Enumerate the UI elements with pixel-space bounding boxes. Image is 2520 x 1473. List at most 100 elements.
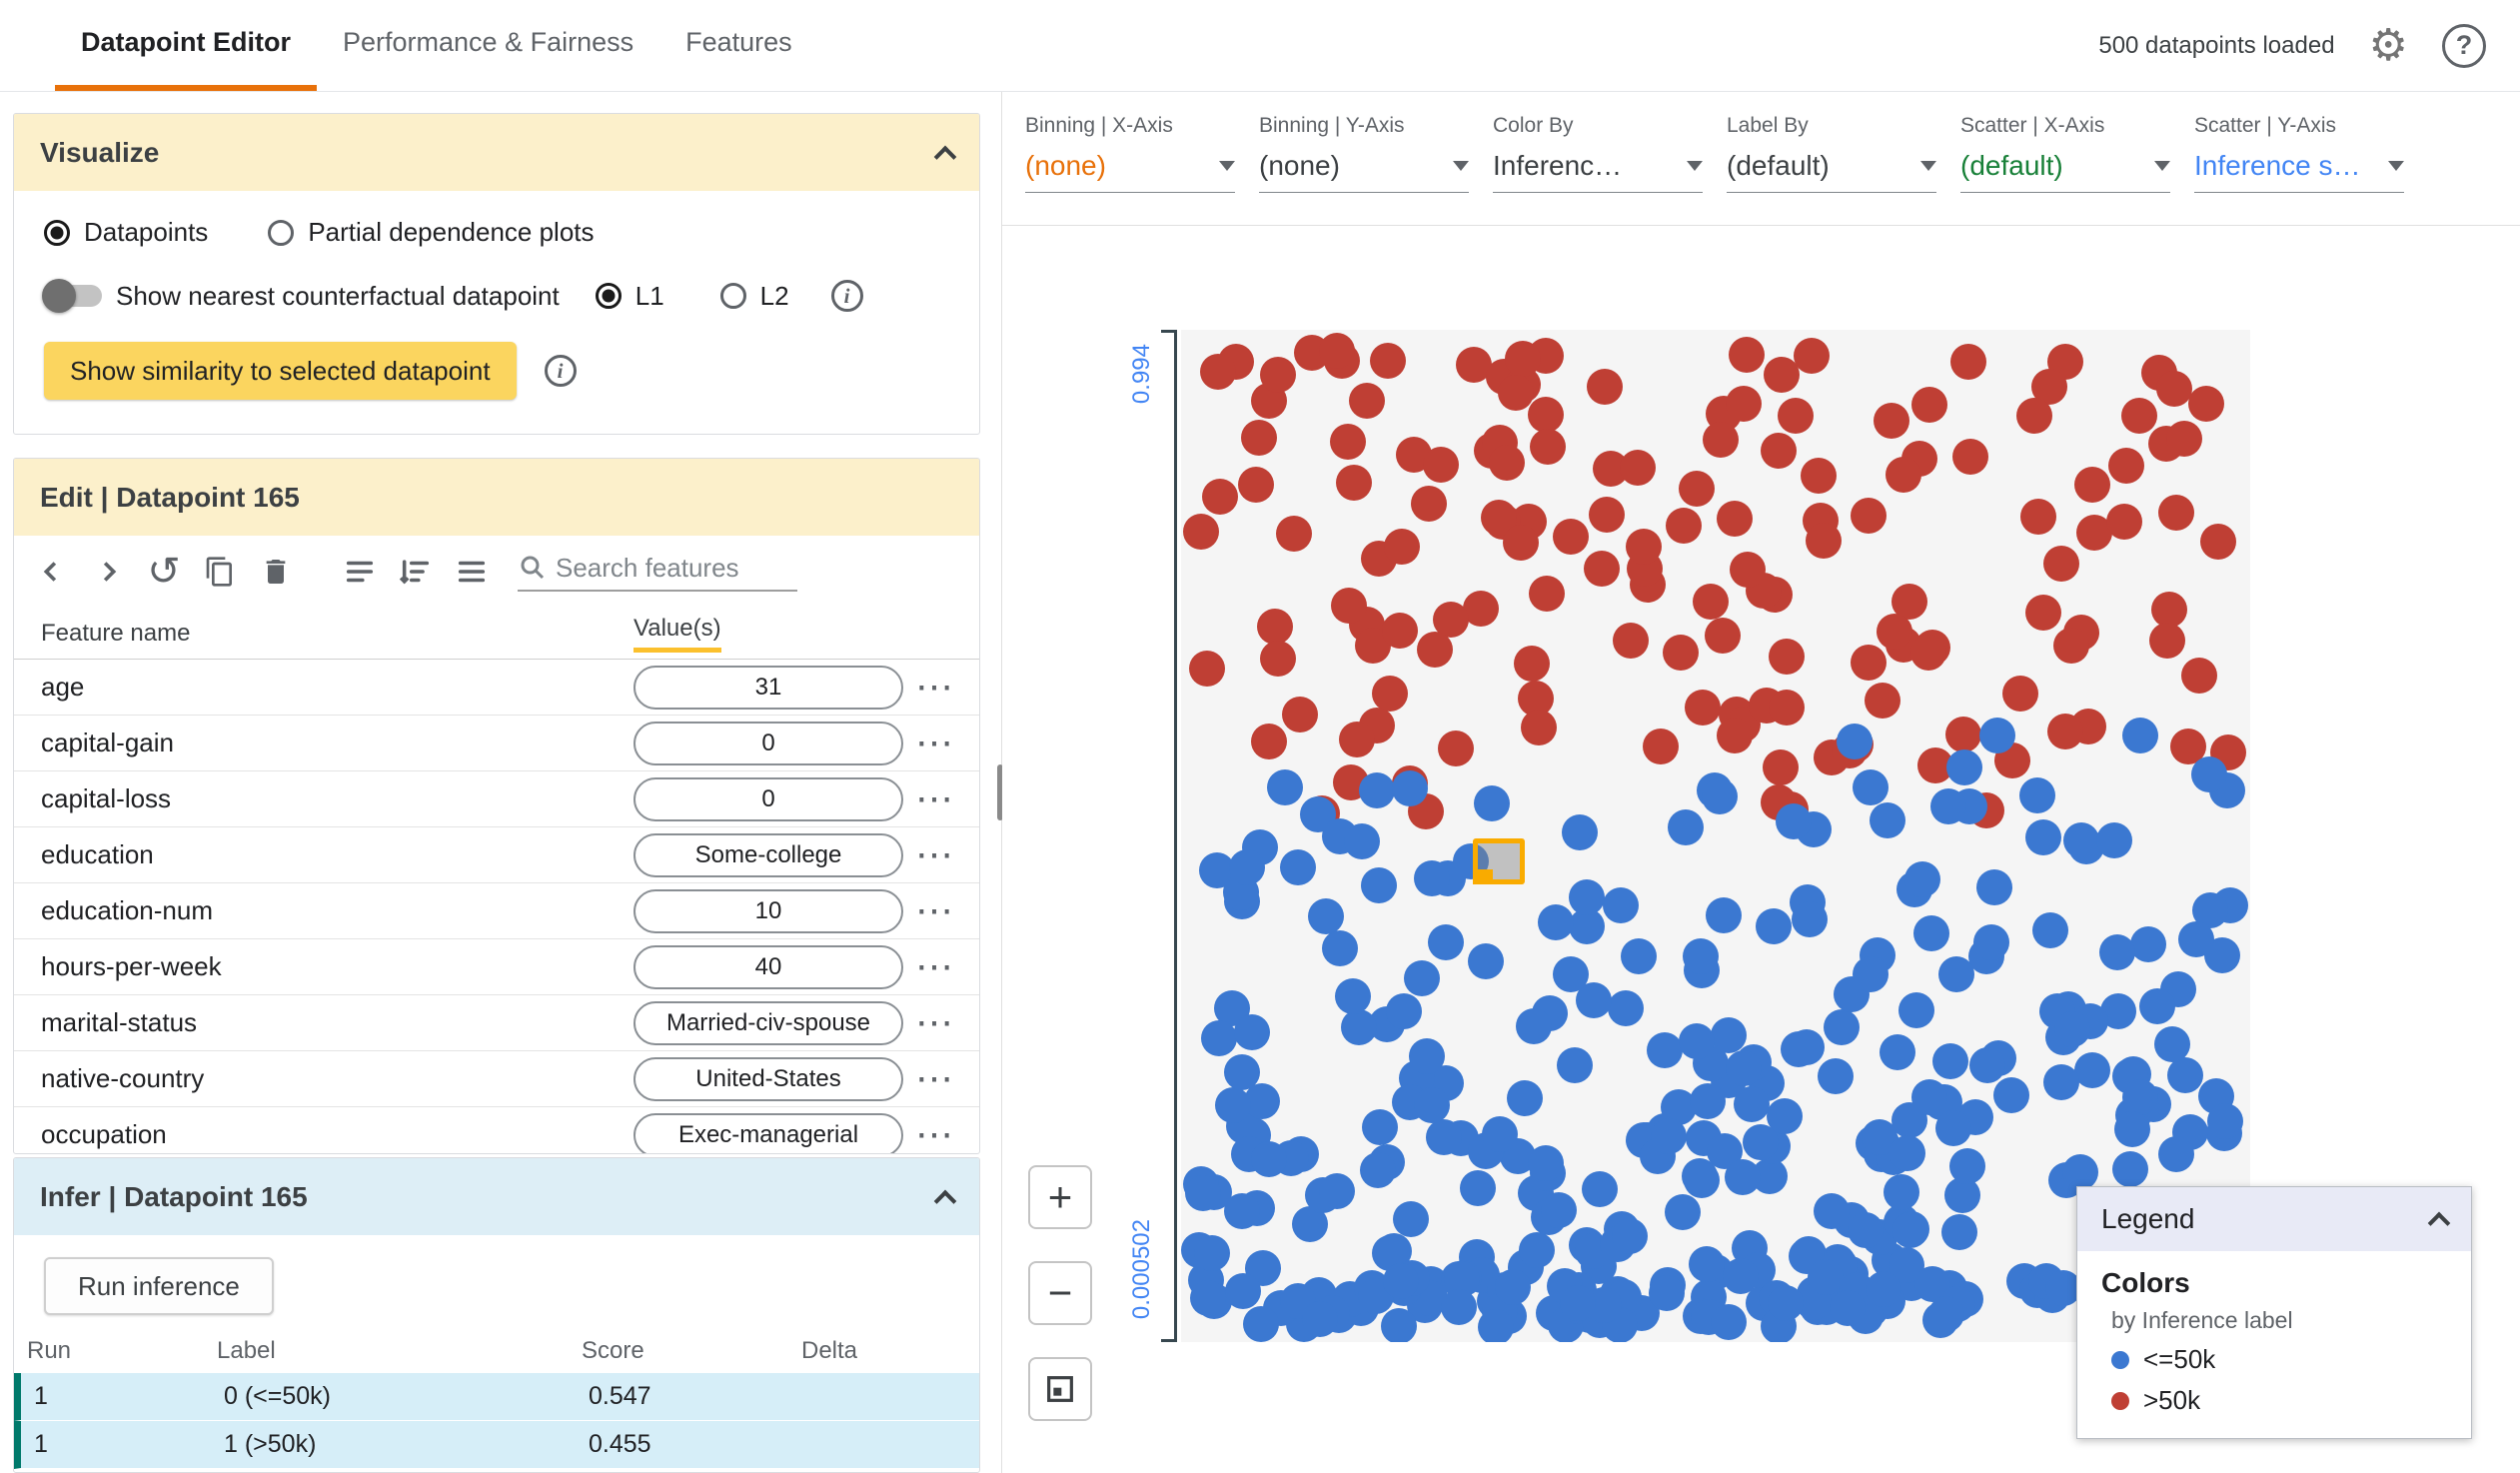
- datapoint[interactable]: [1938, 956, 1975, 993]
- datapoint[interactable]: [1302, 1300, 1339, 1337]
- datapoint[interactable]: [1223, 1054, 1260, 1091]
- datapoint[interactable]: [1978, 718, 2015, 754]
- datapoint[interactable]: [1876, 613, 1912, 650]
- datapoint[interactable]: [1910, 635, 1947, 672]
- datapoint[interactable]: [2120, 398, 2157, 435]
- datapoint[interactable]: [1690, 1083, 1727, 1120]
- datapoint[interactable]: [1215, 1086, 1251, 1123]
- datapoint[interactable]: [1972, 924, 2009, 961]
- datapoint[interactable]: [1940, 1213, 1977, 1250]
- next-datapoint-button[interactable]: [80, 544, 136, 600]
- datapoint[interactable]: [1553, 956, 1589, 993]
- datapoint[interactable]: [1814, 1193, 1851, 1230]
- datapoint[interactable]: [1678, 471, 1715, 508]
- partial-dependence-radio[interactable]: [268, 219, 295, 246]
- feature-value-input[interactable]: 40: [633, 944, 903, 989]
- datapoint[interactable]: [1823, 1008, 1860, 1045]
- datapoint[interactable]: [1642, 728, 1679, 764]
- datapoint[interactable]: [1336, 464, 1373, 501]
- feature-value-input[interactable]: 31: [633, 665, 903, 710]
- datapoint[interactable]: [1705, 897, 1742, 934]
- datapoint[interactable]: [1702, 778, 1739, 815]
- datapoint[interactable]: [1852, 955, 1889, 992]
- datapoint[interactable]: [2181, 657, 2218, 694]
- reorder-features-button[interactable]: [444, 544, 500, 600]
- zoom-in-button[interactable]: +: [1028, 1165, 1092, 1229]
- datapoint[interactable]: [1586, 369, 1623, 406]
- panel-divider-handle[interactable]: [997, 764, 1003, 820]
- datapoint[interactable]: [2153, 1025, 2190, 1062]
- datapoint[interactable]: [1889, 1134, 1925, 1171]
- datapoint[interactable]: [1527, 1144, 1564, 1181]
- datapoint[interactable]: [1688, 1246, 1725, 1283]
- datapoint[interactable]: [2024, 594, 2061, 631]
- datapoint[interactable]: [1233, 1013, 1270, 1050]
- datapoint[interactable]: [1281, 696, 1318, 733]
- datapoint[interactable]: [1498, 374, 1535, 411]
- datapoint[interactable]: [1200, 1020, 1237, 1057]
- info-icon[interactable]: i: [544, 355, 577, 387]
- l1-radio[interactable]: [595, 283, 622, 309]
- datapoint[interactable]: [1778, 397, 1815, 434]
- tab-datapoint-editor[interactable]: Datapoint Editor: [55, 0, 317, 91]
- selected-datapoint-marker[interactable]: [1472, 837, 1525, 884]
- datapoint[interactable]: [1438, 730, 1475, 766]
- infer-header[interactable]: Infer | Datapoint 165: [14, 1158, 979, 1235]
- datapoint[interactable]: [1382, 1262, 1419, 1299]
- datapoint[interactable]: [1414, 859, 1451, 896]
- datapoint[interactable]: [1647, 1032, 1684, 1069]
- feature-value-input[interactable]: 0: [633, 776, 903, 821]
- sort-features-button[interactable]: [388, 544, 444, 600]
- datapoint[interactable]: [1930, 788, 1967, 825]
- l2-radio[interactable]: [719, 283, 746, 309]
- datapoint[interactable]: [1240, 419, 1277, 456]
- datapoint[interactable]: [1764, 356, 1801, 393]
- datapoint[interactable]: [2095, 822, 2132, 859]
- datapoint[interactable]: [1865, 1270, 1901, 1307]
- datapoint[interactable]: [1717, 718, 1754, 754]
- datapoint[interactable]: [1801, 458, 1838, 495]
- datapoint[interactable]: [2156, 371, 2193, 408]
- datapoint[interactable]: [1562, 813, 1599, 850]
- datapoint[interactable]: [1260, 357, 1297, 394]
- datapoint[interactable]: [1259, 641, 1296, 678]
- datapoint[interactable]: [1969, 1047, 2006, 1084]
- datapoint[interactable]: [1459, 1170, 1496, 1207]
- datapoint[interactable]: [1993, 1077, 2030, 1114]
- inference-result-row[interactable]: 1 0 (<=50k) 0.547: [14, 1373, 979, 1421]
- datapoint[interactable]: [1256, 609, 1293, 646]
- datapoint[interactable]: [2191, 755, 2228, 792]
- feature-value-input[interactable]: Married-civ-spouse: [633, 1000, 903, 1045]
- datapoint[interactable]: [1385, 993, 1422, 1030]
- datapoint[interactable]: [1613, 623, 1650, 660]
- info-icon[interactable]: i: [830, 280, 863, 312]
- datapoint[interactable]: [1805, 522, 1842, 559]
- datapoint[interactable]: [1504, 341, 1541, 378]
- datapoint[interactable]: [1897, 991, 1934, 1028]
- datapoint[interactable]: [1665, 508, 1702, 545]
- datapoint[interactable]: [2157, 495, 2194, 532]
- settings-gear-icon[interactable]: ⚙: [2368, 20, 2408, 70]
- datapoint[interactable]: [2207, 1102, 2244, 1139]
- datapoint[interactable]: [1495, 1268, 1532, 1305]
- datapoint[interactable]: [1319, 332, 1355, 369]
- scatter-plot[interactable]: [1181, 330, 2250, 1342]
- duplicate-datapoint-button[interactable]: [192, 544, 248, 600]
- feature-menu-icon[interactable]: ⋯: [915, 1057, 953, 1100]
- datapoint[interactable]: [2151, 591, 2188, 628]
- datapoint[interactable]: [1769, 639, 1806, 676]
- datapoint[interactable]: [2167, 1057, 2204, 1094]
- datapoint[interactable]: [1890, 583, 1927, 620]
- binning-x-axis-dropdown[interactable]: Binning | X-Axis (none): [1025, 114, 1235, 225]
- datapoint[interactable]: [1553, 519, 1590, 556]
- datapoint[interactable]: [1502, 525, 1539, 562]
- datapoint[interactable]: [1537, 903, 1574, 940]
- datapoint[interactable]: [1733, 1086, 1770, 1123]
- datapoint[interactable]: [1557, 1047, 1594, 1084]
- datapoint[interactable]: [1603, 886, 1640, 923]
- datapoint[interactable]: [1237, 466, 1274, 503]
- datapoint[interactable]: [1710, 1017, 1747, 1054]
- datapoint[interactable]: [1404, 959, 1441, 996]
- datapoint[interactable]: [1528, 576, 1565, 613]
- datapoint[interactable]: [2199, 524, 2236, 561]
